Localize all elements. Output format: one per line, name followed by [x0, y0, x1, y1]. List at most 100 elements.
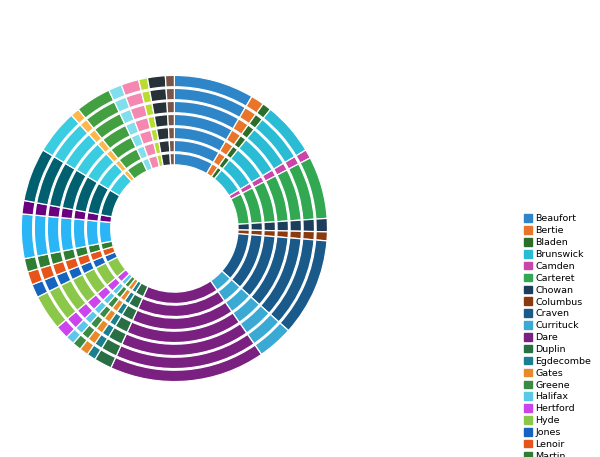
Wedge shape [263, 109, 306, 156]
Wedge shape [120, 289, 131, 301]
Wedge shape [234, 136, 246, 149]
Wedge shape [104, 252, 118, 262]
Wedge shape [44, 276, 59, 291]
Wedge shape [90, 250, 103, 261]
Wedge shape [137, 146, 148, 159]
Wedge shape [61, 280, 86, 310]
Wedge shape [95, 335, 107, 348]
Wedge shape [75, 177, 97, 212]
Wedge shape [233, 119, 248, 134]
Wedge shape [111, 137, 136, 159]
Wedge shape [300, 158, 327, 219]
Wedge shape [231, 194, 249, 224]
Wedge shape [88, 154, 114, 182]
Wedge shape [142, 158, 152, 171]
Wedge shape [223, 160, 250, 189]
Wedge shape [99, 163, 123, 189]
Wedge shape [128, 294, 143, 308]
Wedge shape [110, 173, 131, 196]
Wedge shape [229, 190, 241, 199]
Wedge shape [77, 303, 93, 319]
Wedge shape [67, 312, 83, 328]
Legend: Beaufort, Bertie, Bladen, Brunswick, Camden, Carteret, Chowan, Columbus, Craven,: Beaufort, Bertie, Bladen, Brunswick, Cam… [523, 213, 600, 457]
Wedge shape [37, 254, 51, 268]
Wedge shape [128, 279, 138, 290]
Wedge shape [125, 122, 139, 136]
Wedge shape [87, 295, 102, 309]
Wedge shape [289, 164, 314, 220]
Wedge shape [303, 219, 314, 232]
Wedge shape [280, 240, 327, 330]
Wedge shape [32, 281, 47, 297]
Wedge shape [119, 149, 142, 169]
Wedge shape [103, 246, 115, 256]
Wedge shape [238, 230, 250, 234]
Wedge shape [37, 157, 64, 205]
Wedge shape [260, 238, 301, 313]
Wedge shape [157, 128, 169, 140]
Wedge shape [264, 222, 275, 231]
Wedge shape [62, 249, 76, 261]
Wedge shape [219, 157, 230, 169]
Wedge shape [102, 324, 115, 337]
Wedge shape [88, 183, 109, 214]
Wedge shape [76, 144, 106, 176]
Wedge shape [257, 104, 271, 118]
Wedge shape [175, 140, 219, 162]
Wedge shape [94, 301, 106, 314]
Wedge shape [71, 109, 85, 123]
Wedge shape [76, 246, 88, 257]
Wedge shape [150, 89, 167, 102]
Wedge shape [290, 231, 301, 239]
Wedge shape [167, 101, 175, 113]
Wedge shape [175, 88, 245, 117]
Wedge shape [103, 125, 130, 149]
Wedge shape [285, 157, 299, 169]
Wedge shape [290, 220, 301, 231]
Wedge shape [241, 236, 275, 296]
Wedge shape [302, 231, 314, 240]
Wedge shape [109, 85, 125, 101]
Wedge shape [220, 141, 233, 155]
Wedge shape [56, 271, 71, 286]
Wedge shape [211, 167, 221, 179]
Wedge shape [122, 274, 132, 285]
Wedge shape [242, 125, 254, 138]
Wedge shape [117, 302, 128, 315]
Wedge shape [214, 170, 239, 196]
Wedge shape [67, 329, 80, 343]
Wedge shape [104, 309, 116, 322]
Wedge shape [101, 339, 121, 356]
Wedge shape [125, 276, 135, 287]
Wedge shape [124, 292, 134, 304]
Wedge shape [159, 141, 170, 153]
Wedge shape [91, 315, 103, 329]
Wedge shape [74, 210, 86, 220]
Wedge shape [92, 257, 106, 268]
Wedge shape [263, 170, 275, 181]
Wedge shape [53, 261, 67, 275]
Wedge shape [148, 76, 166, 89]
Wedge shape [61, 207, 73, 218]
Wedge shape [169, 128, 175, 139]
Wedge shape [233, 297, 259, 322]
Wedge shape [34, 215, 48, 256]
Wedge shape [143, 281, 217, 303]
Wedge shape [154, 115, 169, 128]
Wedge shape [175, 128, 226, 151]
Wedge shape [65, 258, 79, 271]
Wedge shape [222, 234, 249, 278]
Wedge shape [135, 117, 151, 132]
Wedge shape [264, 230, 275, 237]
Wedge shape [154, 142, 161, 154]
Wedge shape [120, 109, 134, 124]
Wedge shape [152, 101, 167, 115]
Wedge shape [130, 105, 148, 120]
Wedge shape [106, 150, 118, 162]
Wedge shape [112, 283, 124, 294]
Wedge shape [167, 114, 175, 126]
Wedge shape [161, 154, 170, 166]
Wedge shape [100, 221, 112, 243]
Wedge shape [95, 263, 116, 285]
Wedge shape [211, 271, 230, 290]
